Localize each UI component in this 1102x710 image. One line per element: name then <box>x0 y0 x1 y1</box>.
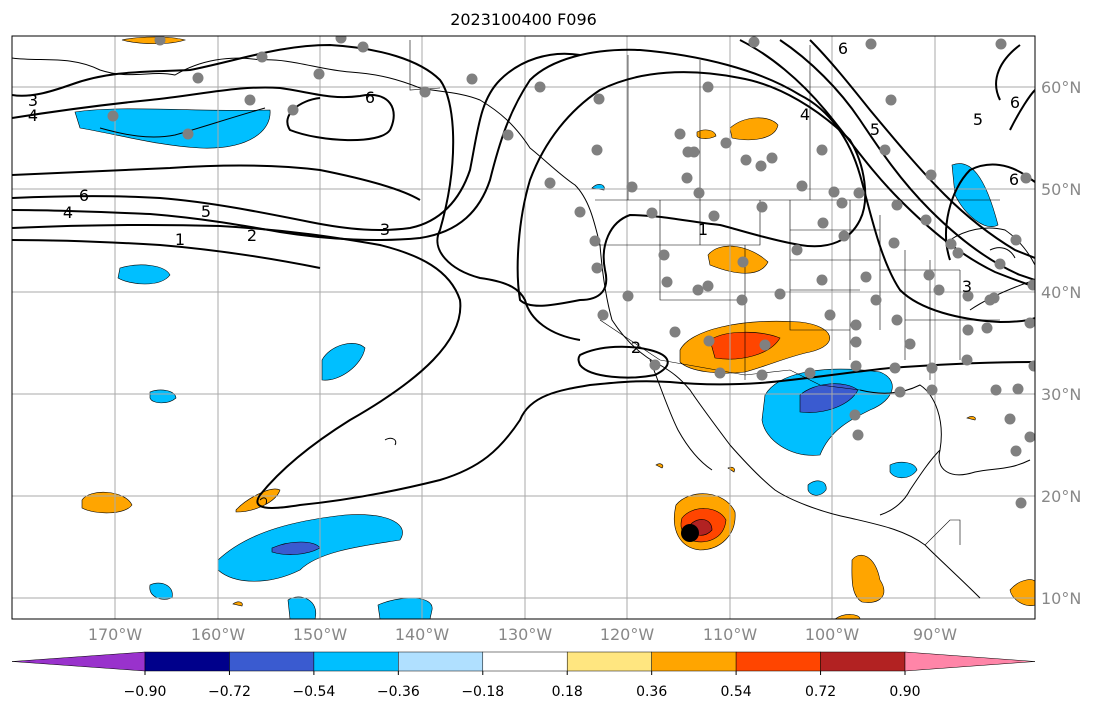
contour-label: 3 <box>380 220 390 239</box>
colorbar-segment <box>566 651 652 672</box>
colorbar-extend-low <box>11 651 146 672</box>
map-frame <box>11 35 1036 620</box>
longitude-axis: 170°W 160°W 150°W 140°W 130°W 120°W 110°… <box>88 625 957 644</box>
colorbar-segment <box>398 651 484 672</box>
lon-label: 140°W <box>395 625 450 644</box>
lon-label: 100°W <box>805 625 860 644</box>
lon-label: 110°W <box>703 625 758 644</box>
contour-label: 4 <box>800 105 810 124</box>
colorbar-tick-label: −0.54 <box>292 684 335 700</box>
lat-label: 60°N <box>1041 78 1081 97</box>
contour-label: 3 <box>962 277 972 296</box>
lon-label: 90°W <box>913 625 957 644</box>
contour-label: 6 <box>1010 93 1020 112</box>
colorbar-segment <box>144 651 230 672</box>
lat-label: 50°N <box>1041 180 1081 199</box>
contour-label: 5 <box>201 202 211 221</box>
height-contours <box>12 39 1035 509</box>
colorbar-tick-label: 0.90 <box>889 684 920 700</box>
lon-label: 130°W <box>498 625 553 644</box>
contour-label: 5 <box>973 110 983 129</box>
latitude-axis: 60°N 50°N 40°N 30°N 20°N 10°N <box>1041 78 1081 608</box>
map-area: 3 4 6 4 5 1 2 3 6 1 2 4 5 5 6 6 6 3 <box>12 36 1035 619</box>
colorbar-tick-label: −0.36 <box>377 684 420 700</box>
colorbar-segment <box>313 651 399 672</box>
colorbar: −0.90 −0.72 −0.54 −0.36 −0.18 0.18 0.36 0.54 0.7… <box>11 651 1036 700</box>
lat-label: 20°N <box>1041 487 1081 506</box>
station-markers <box>107 36 1035 509</box>
colorbar-tick-label: −0.90 <box>124 684 167 700</box>
contour-label: 4 <box>28 106 38 125</box>
contour-label: 1 <box>175 230 185 249</box>
contour-label: 2 <box>631 338 641 357</box>
lat-label: 40°N <box>1041 283 1081 302</box>
contour-labels: 3 4 6 4 5 1 2 3 6 1 2 4 5 5 6 6 6 3 <box>28 39 1020 357</box>
storm-center-marker <box>681 524 699 542</box>
colorbar-tick-label: 0.18 <box>552 684 583 700</box>
contour-label: 3 <box>28 91 38 110</box>
contour-label: 2 <box>247 226 257 245</box>
map-title: 2023100400 F096 <box>450 10 597 29</box>
colorbar-extend-high <box>904 651 1036 672</box>
colorbar-tick-label: −0.18 <box>461 684 504 700</box>
contour-label: 4 <box>63 203 73 222</box>
contour-label: 1 <box>698 220 708 239</box>
lat-label: 30°N <box>1041 385 1081 404</box>
contour-label: 6 <box>838 39 848 58</box>
colorbar-segment <box>229 651 315 672</box>
colorbar-tick-label: 0.72 <box>805 684 836 700</box>
colorbar-segment <box>482 651 568 672</box>
colorbar-tick-label: 0.36 <box>636 684 667 700</box>
lon-label: 170°W <box>88 625 143 644</box>
gridlines <box>12 36 1035 619</box>
negative-anomaly-fields <box>74 108 999 619</box>
contour-label: 5 <box>870 120 880 139</box>
contour-label: 6 <box>1009 170 1019 189</box>
lon-label: 120°W <box>600 625 655 644</box>
colorbar-segment <box>651 651 737 672</box>
contour-label: 6 <box>79 186 89 205</box>
contour-label: 6 <box>365 88 375 107</box>
lon-label: 160°W <box>191 625 246 644</box>
lat-label: 10°N <box>1041 589 1081 608</box>
colorbar-segment <box>735 651 821 672</box>
colorbar-segment <box>820 651 906 672</box>
colorbar-tick-label: −0.72 <box>208 684 251 700</box>
lon-label: 150°W <box>293 625 348 644</box>
colorbar-tick-label: 0.54 <box>721 684 752 700</box>
